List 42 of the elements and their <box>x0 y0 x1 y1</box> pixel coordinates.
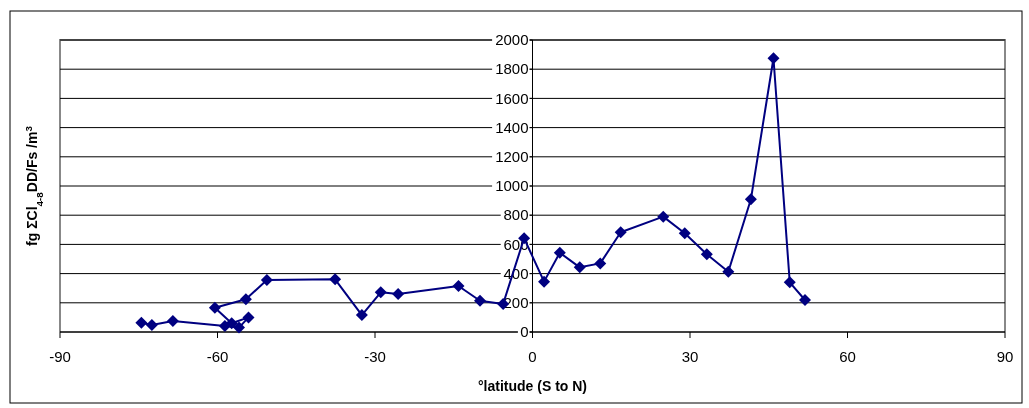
point <box>767 52 780 65</box>
x-tick-label: 60 <box>839 348 856 365</box>
x-axis-title: °latitude (S to N) <box>477 378 588 394</box>
point <box>783 276 796 289</box>
point <box>678 227 691 240</box>
y-tick-label: 800 <box>503 206 529 224</box>
point <box>700 248 713 261</box>
x-tick-label: 90 <box>996 348 1014 365</box>
y-tick-label: 2000 <box>495 31 529 49</box>
y-tick-label: 1000 <box>495 177 529 195</box>
point <box>553 246 566 259</box>
point <box>374 286 387 299</box>
point <box>573 261 586 274</box>
point <box>474 294 486 307</box>
point <box>239 293 252 306</box>
point <box>329 273 342 286</box>
point <box>135 316 148 329</box>
y-tick-label: 1400 <box>495 118 529 136</box>
point <box>260 274 273 287</box>
point <box>166 315 179 328</box>
point <box>208 301 221 314</box>
x-tick-label: 30 <box>681 348 699 365</box>
point <box>614 226 627 239</box>
point <box>145 318 158 331</box>
point <box>722 265 735 278</box>
point <box>657 210 670 223</box>
y-tick-label: 1600 <box>495 89 529 107</box>
point <box>798 294 811 307</box>
point <box>355 309 368 322</box>
x-tick-label: -30 <box>364 348 386 365</box>
point <box>242 311 255 324</box>
y-tick-label: 1200 <box>495 148 529 166</box>
point <box>233 321 246 334</box>
x-tick-label: -90 <box>49 348 71 365</box>
point <box>392 288 405 301</box>
y-tick-label: 1800 <box>495 60 529 78</box>
y-tick-label: 0 <box>520 323 529 341</box>
point <box>538 275 551 288</box>
point <box>594 257 607 270</box>
x-tick-label: -60 <box>206 348 229 365</box>
point <box>744 193 757 206</box>
point <box>452 280 465 293</box>
